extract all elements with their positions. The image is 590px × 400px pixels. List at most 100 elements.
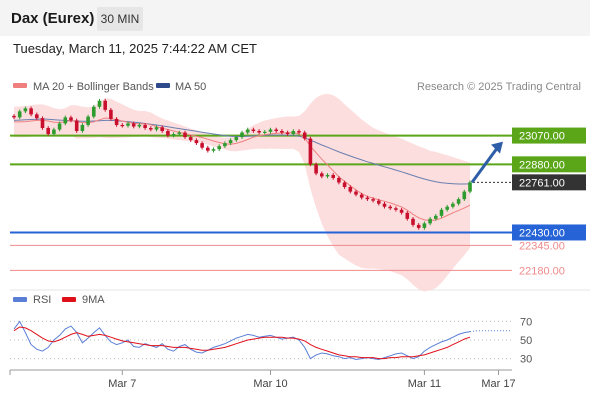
candle-body — [154, 127, 159, 130]
candle-body — [337, 177, 341, 183]
candle-body — [302, 132, 307, 139]
candle-body — [217, 146, 221, 150]
candle-body — [200, 143, 204, 148]
rsi-ma-legend-label: 9MA — [82, 294, 105, 306]
candle-body — [394, 208, 398, 210]
candle-body — [451, 203, 455, 207]
rsi-ma-legend-swatch — [62, 297, 76, 302]
candle-body — [109, 109, 113, 119]
candle-body — [428, 218, 432, 224]
ma50-legend-swatch — [156, 83, 170, 88]
candle-body — [314, 164, 318, 174]
candle-body — [382, 203, 387, 207]
candle-body — [399, 209, 404, 213]
candle-body — [194, 140, 199, 144]
candle-body — [114, 118, 119, 125]
candle-body — [211, 149, 216, 151]
candle-body — [228, 140, 233, 144]
candle-body — [234, 137, 239, 141]
timestamp: Tuesday, March 11, 2025 7:44:22 AM CET — [13, 41, 257, 56]
candle-body — [422, 223, 427, 228]
resistance-level-tag — [512, 127, 586, 144]
instrument-title: Dax (Eurex) — [11, 10, 95, 27]
rsi-legend-label: RSI — [33, 294, 51, 306]
candle-body — [251, 129, 256, 132]
candle-body — [177, 132, 182, 135]
candle-body — [377, 200, 381, 204]
candle-body — [17, 111, 22, 118]
candle-body — [126, 123, 130, 126]
candle-body — [285, 132, 290, 135]
target-level-label: 22345.00 — [519, 240, 565, 252]
candle-body — [348, 187, 353, 192]
candle-body — [183, 132, 187, 138]
ma20-line — [14, 117, 471, 222]
candle-body — [97, 100, 102, 107]
candle-body — [35, 114, 39, 119]
resistance-level-tag-label: 22880.00 — [519, 159, 565, 171]
candle-body — [149, 127, 153, 130]
candle-body — [40, 118, 45, 128]
x-tick-label: Mar 7 — [108, 378, 136, 390]
x-tick-label: Mar 10 — [253, 378, 287, 390]
candle-body — [291, 131, 296, 135]
candle-body — [280, 131, 284, 133]
candle-body — [46, 127, 50, 135]
candle-body — [69, 117, 73, 121]
forecast-arrowhead-icon — [491, 141, 503, 154]
candle-body — [12, 115, 16, 118]
ma50-legend-label: MA 50 — [175, 81, 206, 93]
candle-body — [416, 224, 421, 228]
candle-body — [245, 129, 250, 133]
candle-body — [143, 124, 147, 128]
support-level-tag — [512, 224, 586, 241]
candle-body — [405, 212, 410, 219]
rsi-ma-line — [13, 326, 471, 360]
candle-body — [120, 124, 125, 127]
candle-body — [171, 134, 176, 136]
candle-body — [462, 191, 467, 200]
bollinger-band — [14, 93, 470, 292]
candle-body — [263, 131, 267, 133]
resistance-level-tag — [512, 156, 586, 173]
timeframe-badge[interactable]: 30 MIN — [97, 7, 143, 31]
resistance-level-tag-label: 23070.00 — [519, 131, 565, 143]
rsi-tick-label: 30 — [520, 354, 532, 366]
current-price-tag-label: 22761.00 — [519, 177, 565, 189]
candle-body — [92, 106, 96, 117]
rsi-legend-swatch — [13, 297, 27, 302]
rsi-tick-label: 50 — [520, 335, 532, 347]
target-level-label: 22180.00 — [519, 265, 565, 277]
candle-body — [188, 137, 193, 141]
candle-body — [63, 117, 68, 124]
candle-body — [223, 143, 227, 147]
candle-body — [268, 129, 273, 132]
rsi-forecast-line — [469, 330, 510, 333]
candle-body — [468, 182, 472, 192]
candle-body — [57, 123, 62, 130]
support-level-tag-label: 22430.00 — [519, 227, 565, 239]
candle-body — [131, 123, 136, 127]
candle-body — [160, 127, 164, 132]
current-price-tag — [512, 174, 586, 191]
candle-body — [325, 174, 330, 177]
candle-body — [52, 129, 56, 135]
ma20-legend-swatch — [13, 83, 27, 88]
candle-body — [274, 129, 278, 132]
candle-body — [342, 182, 347, 188]
candle-body — [206, 147, 210, 151]
candle-body — [456, 199, 461, 204]
candle-body — [359, 194, 364, 198]
candle-body — [86, 116, 90, 125]
candle-body — [23, 108, 28, 112]
x-tick-label: Mar 11 — [408, 378, 441, 390]
candle-body — [166, 131, 170, 136]
forecast-arrow-icon — [470, 144, 501, 184]
candle-body — [320, 173, 324, 177]
credit-label: Research © 2025 Trading Central — [417, 81, 581, 93]
candle-body — [80, 124, 85, 132]
candle-body — [331, 174, 335, 178]
candle-body — [439, 209, 444, 216]
candle-body — [365, 197, 370, 200]
